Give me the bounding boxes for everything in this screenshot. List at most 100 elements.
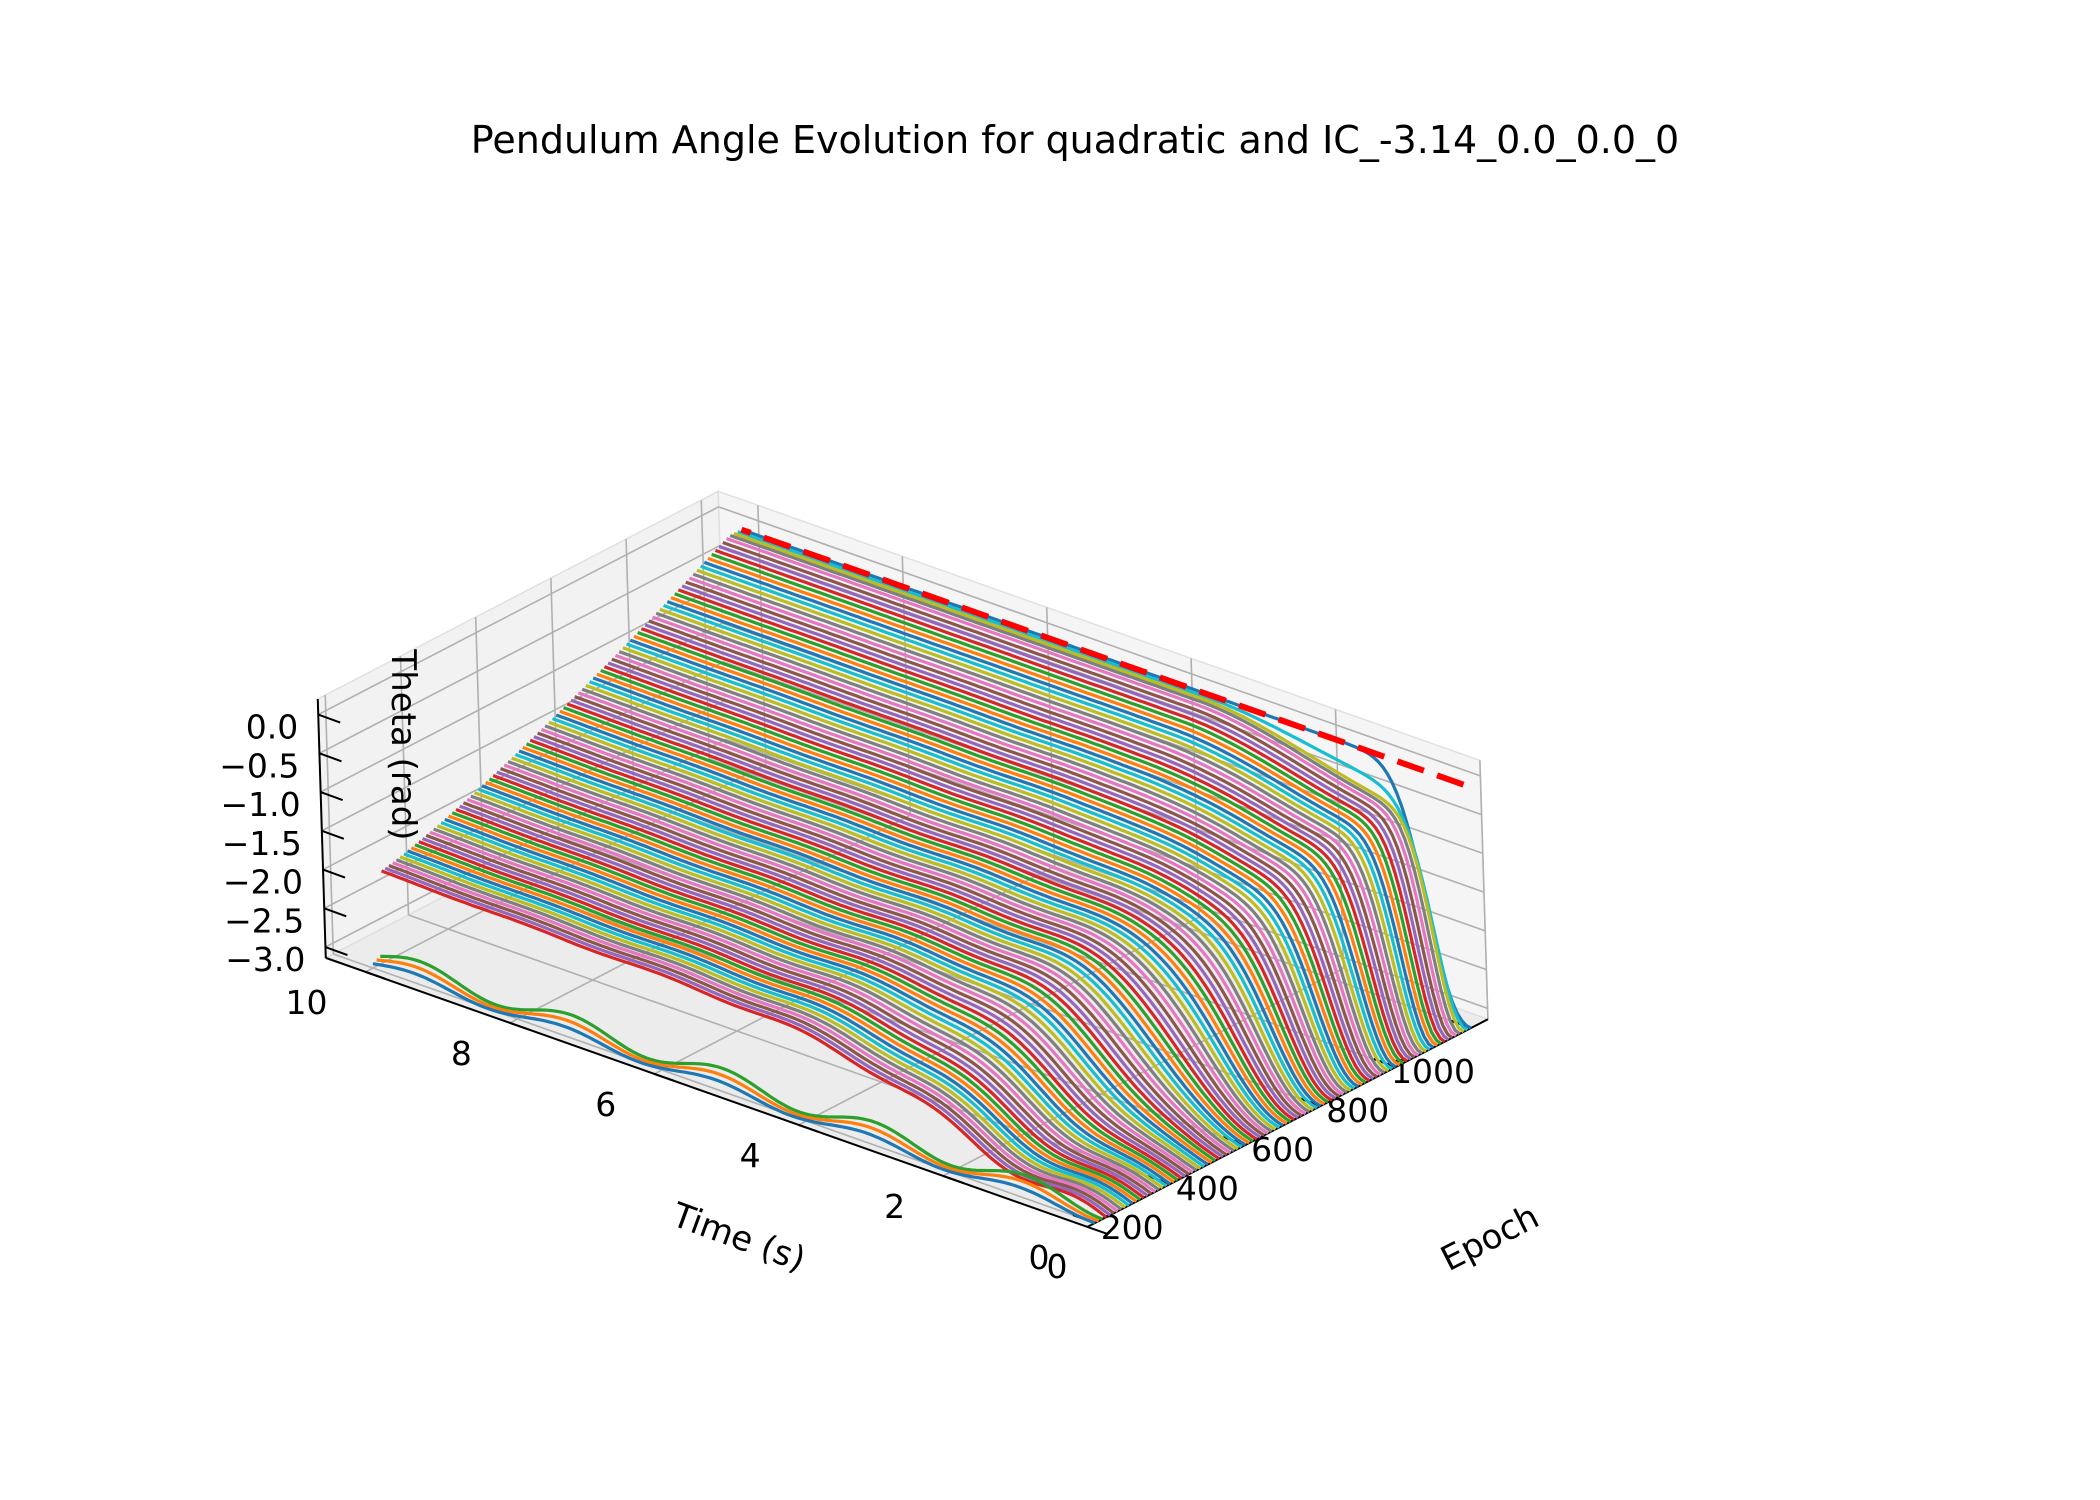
time-tick-label: 0 (1028, 1238, 1049, 1277)
series-line-epoch-140 (421, 837, 1149, 1197)
series-line-epoch-950 (722, 540, 1454, 1040)
series-line-epoch-780 (659, 607, 1390, 1073)
series-line-epoch-920 (711, 552, 1442, 1045)
series-line-epoch-770 (655, 611, 1386, 1075)
series-line-epoch-280 (473, 791, 1202, 1170)
series-line-epoch-720 (637, 631, 1367, 1084)
series-line-epoch-820 (674, 592, 1405, 1065)
series-line-epoch-300 (481, 784, 1209, 1166)
series-line-epoch-290 (477, 787, 1205, 1168)
series-line-epoch-320 (488, 777, 1217, 1162)
theta-tick-mark (319, 752, 342, 763)
series-line-epoch-890 (700, 564, 1431, 1051)
z-axis-label: Theta (rad) (383, 648, 423, 840)
tick-labels: 020040060080010000246810−3.0−2.5−2.0−1.5… (219, 708, 1475, 1286)
series-line-epoch-330 (492, 774, 1220, 1161)
series-line-epoch-610 (596, 672, 1326, 1106)
time-tick-label: 10 (285, 983, 327, 1022)
series-line-epoch-210 (447, 814, 1175, 1184)
series-line-epoch-370 (507, 760, 1235, 1153)
theta-tick-label: −1.0 (220, 785, 300, 824)
time-tick-mark (1087, 1225, 1108, 1235)
series-line-epoch-30 (380, 869, 1108, 1219)
series-line-epoch-50 (388, 864, 1115, 1215)
series-line-epoch-10 (376, 958, 1100, 1223)
series-line-epoch-800 (666, 600, 1397, 1069)
epoch-tick-label: 200 (1101, 1208, 1164, 1247)
series-line-epoch-910 (707, 556, 1439, 1047)
series-line-epoch-390 (514, 753, 1243, 1149)
series-line-epoch-40 (384, 866, 1111, 1217)
series-line-epoch-310 (485, 780, 1213, 1164)
series-line-epoch-560 (577, 691, 1307, 1116)
back-grid-theta (319, 544, 721, 754)
theta-tick-mark (322, 868, 346, 879)
series-line-epoch-870 (692, 572, 1424, 1055)
time-tick-mark (653, 1072, 675, 1082)
theta-tick-label: −0.5 (219, 746, 299, 785)
series-line-epoch-340 (496, 770, 1224, 1159)
theta-tick-mark (320, 791, 343, 801)
time-tick-mark (365, 970, 386, 980)
series-line-epoch-930 (714, 548, 1446, 1043)
series-line-epoch-700 (629, 638, 1360, 1088)
series-line-epoch-480 (548, 720, 1277, 1131)
series-line-epoch-590 (588, 680, 1318, 1110)
series-line-epoch-20 (380, 954, 1104, 1221)
theta-tick-label: −2.5 (224, 901, 304, 940)
series-line-epoch-270 (470, 794, 1198, 1172)
series-line-epoch-960 (725, 536, 1458, 1038)
time-tick-label: 6 (595, 1085, 616, 1124)
series-line-epoch-130 (418, 840, 1145, 1199)
reference-line (740, 526, 1465, 788)
theta-tick-label: 0.0 (246, 708, 298, 747)
time-tick-mark (798, 1123, 820, 1133)
series-line-epoch-550 (574, 695, 1303, 1118)
series-line-epoch-810 (670, 596, 1401, 1067)
theta-tick-label: −2.0 (223, 863, 303, 902)
series-line-epoch-150 (425, 833, 1153, 1196)
series-line-epoch-110 (410, 846, 1138, 1203)
series-line-epoch-750 (648, 619, 1378, 1079)
time-tick-mark (942, 1174, 964, 1184)
series-line-epoch-650 (611, 657, 1341, 1098)
series-line-epoch-510 (559, 709, 1288, 1125)
series-line-epoch-940 (718, 544, 1450, 1041)
series-line-epoch-440 (533, 735, 1262, 1139)
series-line-epoch-760 (651, 615, 1382, 1077)
series-line-epoch-60 (392, 861, 1119, 1213)
series-line-epoch-350 (499, 767, 1228, 1157)
series-line-epoch-190 (440, 821, 1168, 1188)
series-line-epoch-630 (603, 665, 1333, 1102)
series-lines (372, 528, 1472, 1225)
series-line-epoch-970 (729, 533, 1461, 1036)
epoch-tick-label: 800 (1326, 1091, 1389, 1130)
series-line-epoch-570 (581, 687, 1311, 1114)
series-line-epoch-470 (544, 724, 1273, 1133)
time-tick-label: 4 (740, 1136, 761, 1175)
theta-tick-label: −3.0 (225, 940, 305, 979)
series-line-epoch-100 (407, 849, 1134, 1205)
time-tick-label: 8 (451, 1034, 472, 1073)
series-line-epoch-530 (566, 702, 1296, 1122)
series-line-epoch-220 (451, 811, 1179, 1182)
epoch-tick-label: 600 (1251, 1130, 1314, 1169)
series-line-epoch-260 (466, 797, 1194, 1174)
series-line-epoch-730 (640, 627, 1371, 1083)
series-line-epoch-860 (688, 576, 1420, 1057)
series-line-epoch-620 (600, 668, 1329, 1104)
series-line-epoch-660 (614, 653, 1345, 1096)
back-grid-theta (321, 622, 723, 832)
series-line-epoch-520 (563, 706, 1292, 1123)
series-line-epoch-840 (681, 584, 1412, 1061)
series-line-epoch-160 (429, 830, 1157, 1194)
series-line-epoch-410 (522, 745, 1251, 1145)
series-line-epoch-580 (585, 683, 1314, 1112)
series-line-epoch-450 (537, 731, 1266, 1137)
series-line-epoch-80 (399, 855, 1127, 1209)
theta-tick-mark (317, 713, 341, 724)
series-line-epoch-400 (518, 749, 1247, 1147)
series-line-epoch-430 (529, 738, 1258, 1141)
theta-tick-mark (325, 946, 348, 956)
